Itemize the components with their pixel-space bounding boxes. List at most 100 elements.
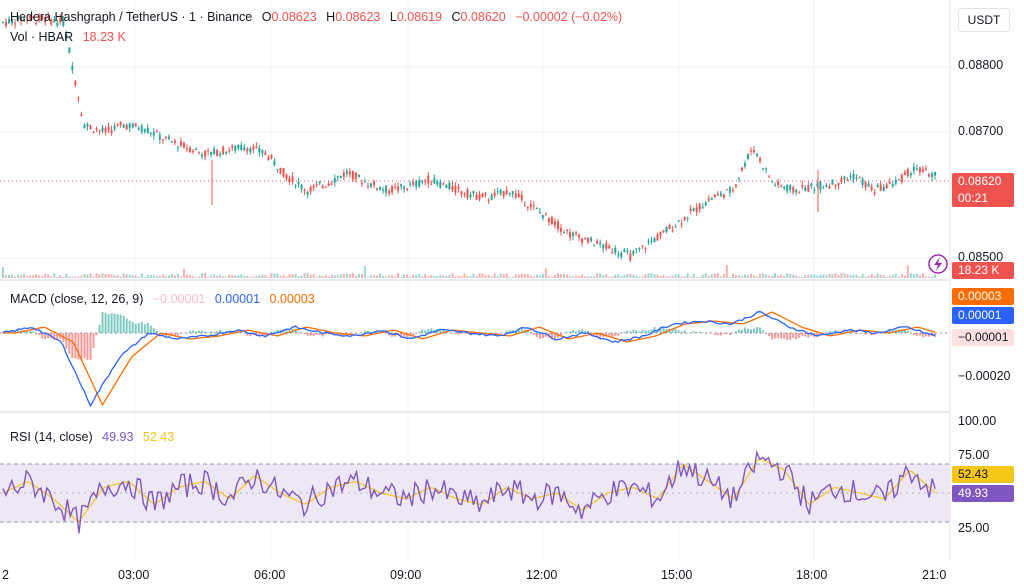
candle-body [237, 144, 240, 149]
candle-body [915, 168, 918, 170]
time-tick: 21:0 [922, 568, 947, 582]
candle-body [41, 15, 44, 20]
volume-bar [813, 274, 816, 278]
candle-body [659, 231, 662, 236]
volume-bars [2, 265, 936, 278]
candle-body [810, 183, 813, 187]
candle-body [243, 147, 246, 151]
histogram-bar [101, 312, 104, 333]
histogram-bar [816, 333, 819, 337]
candle-body [891, 183, 894, 187]
volume-bar [831, 274, 834, 278]
volume-bar [47, 274, 50, 278]
histogram-bar [635, 330, 638, 333]
candle-body [541, 215, 544, 219]
histogram-bar [674, 328, 677, 333]
histogram-bar [819, 333, 822, 335]
histogram-bar [620, 332, 623, 333]
histogram-bar [379, 331, 382, 333]
histogram-bar [550, 333, 553, 340]
histogram-bar [17, 329, 20, 333]
rsi-title[interactable]: RSI (14, close) [10, 430, 93, 444]
volume-bar [762, 273, 765, 278]
volume-bar [5, 275, 8, 278]
volume-bar [915, 273, 918, 278]
candle-body [327, 183, 330, 186]
histogram-bar [300, 333, 303, 334]
volume-bar [225, 276, 228, 278]
candle-body [650, 240, 653, 242]
volume-bar [195, 276, 198, 278]
volume-bar [873, 275, 876, 278]
time-tick: 06:00 [254, 568, 286, 582]
histogram-bar [725, 333, 728, 334]
candle-body [804, 187, 807, 192]
volume-bar [653, 274, 656, 278]
candle-body [493, 192, 496, 196]
volume-bar [599, 273, 602, 278]
histogram-bar [927, 333, 930, 337]
symbol-title[interactable]: Hedera Hashgraph / TetherUS · 1 · Binanc… [10, 10, 253, 24]
macd-title[interactable]: MACD (close, 12, 26, 9) [10, 292, 144, 306]
low-value: 0.08619 [396, 10, 442, 24]
candle-body [291, 176, 294, 182]
histogram-bar [789, 333, 792, 340]
histogram-bar [701, 332, 704, 334]
price-tick: 0.08700 [958, 124, 1004, 138]
volume-bar [89, 273, 92, 278]
candle-body [771, 181, 774, 183]
candle-body [484, 193, 487, 195]
volume-bar [8, 275, 11, 278]
macd-hist-value: −0.00001 [152, 292, 206, 306]
candle-body [433, 177, 436, 184]
candle-body [593, 245, 596, 247]
volume-bar [189, 275, 191, 278]
volume-bar [578, 276, 581, 278]
volume-bar [731, 273, 734, 278]
volume-bar [822, 274, 825, 278]
histogram-bar [662, 327, 665, 333]
volume-bar [891, 274, 894, 278]
histogram-bar [122, 315, 125, 333]
volume-bar [155, 276, 158, 278]
volume-bar [264, 275, 267, 278]
volume-bar [294, 273, 297, 278]
candle-body [216, 150, 219, 157]
histogram-bar [626, 330, 629, 333]
volume-bar [680, 276, 683, 278]
volume-bar [258, 275, 261, 278]
histogram-bar [95, 333, 98, 336]
volume-bar [532, 276, 535, 278]
candle-body [499, 189, 502, 194]
volume-bar [454, 276, 457, 278]
candle-body [300, 185, 303, 190]
histogram-bar [629, 331, 632, 333]
volume-bar [707, 275, 710, 278]
volume-bar [605, 274, 608, 278]
volume-bar [921, 273, 924, 278]
volume-bar [508, 276, 511, 278]
volume-bar [463, 273, 466, 278]
candle-body [529, 204, 532, 208]
candle-body [360, 183, 363, 185]
volume-bar [719, 276, 722, 278]
candle-body [605, 243, 608, 249]
currency-button[interactable]: USDT [958, 8, 1010, 32]
volume-bar [146, 274, 149, 278]
macd-signal-value: 0.00003 [269, 292, 315, 306]
candle-body [750, 150, 752, 152]
volume-bar [780, 274, 783, 278]
candle-body [813, 189, 816, 191]
volume-bar [95, 273, 98, 278]
histogram-bar [912, 333, 915, 336]
candle-body [385, 185, 388, 193]
volume-bar [789, 273, 792, 278]
volume-bar [309, 274, 312, 278]
histogram-bar [451, 333, 454, 334]
candle-body [671, 230, 674, 232]
histogram-bar [566, 332, 569, 333]
candle-body [17, 15, 20, 21]
volume-bar [391, 275, 394, 278]
histogram-bar [520, 328, 523, 333]
